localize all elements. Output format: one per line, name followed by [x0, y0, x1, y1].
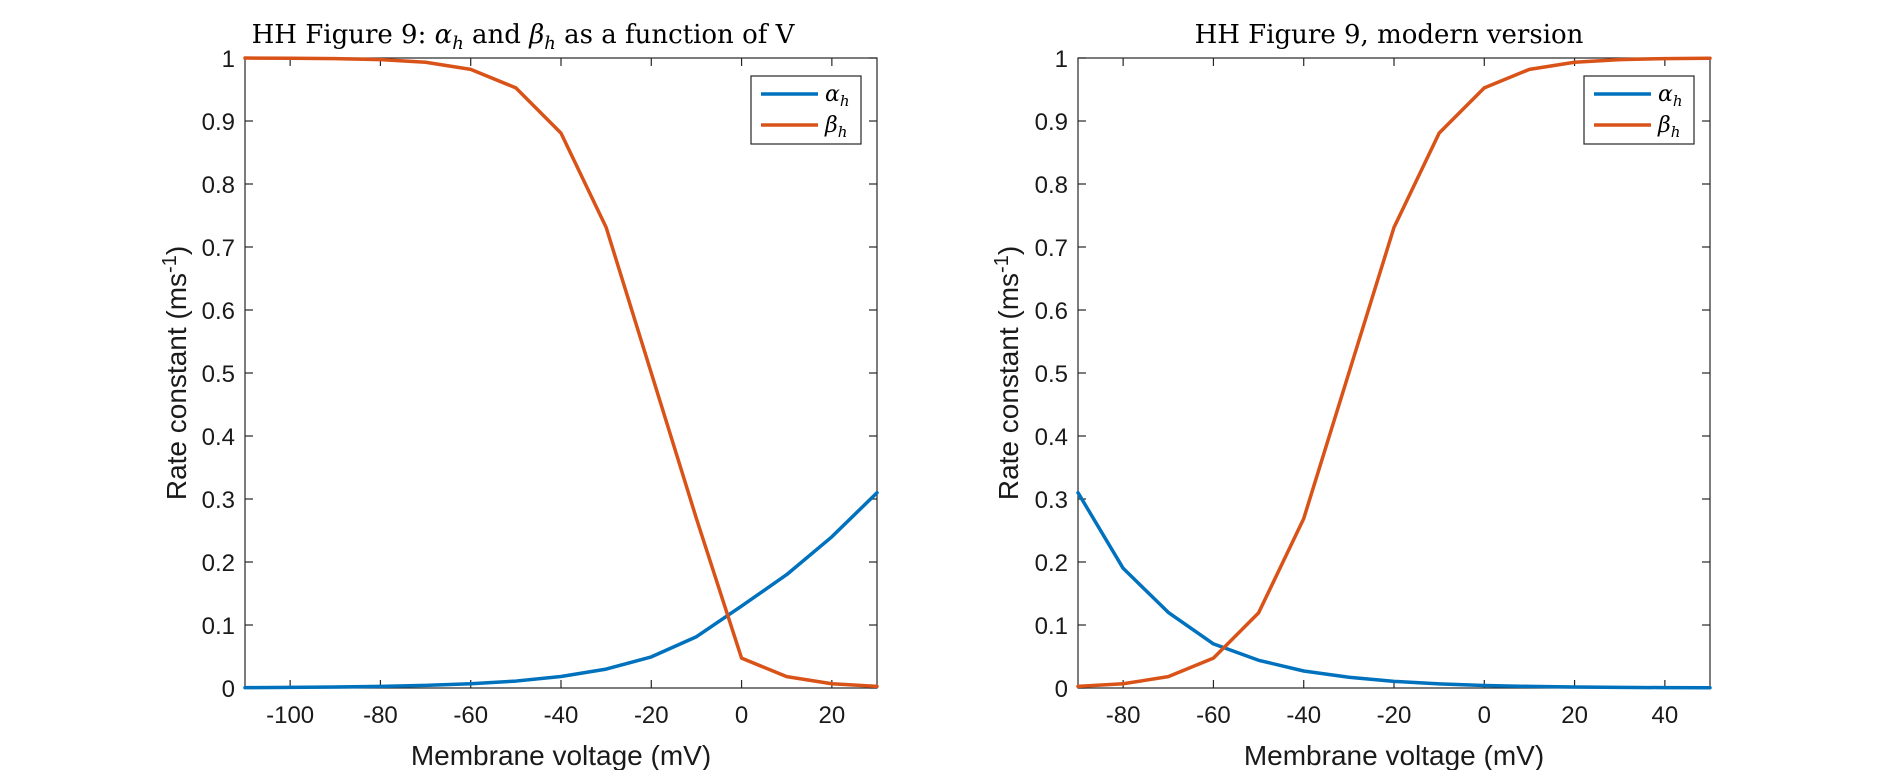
left-y-tick-label: 0.2 — [202, 550, 235, 577]
left-y-tick-label: 1 — [222, 46, 235, 73]
right-x-ticks: -80 -60 -40 -20 0 20 40 — [1106, 58, 1678, 729]
left-y-tick-label: 0.9 — [202, 109, 235, 136]
left-chart-title: HH Figure 9: αh and βh as a function of … — [252, 20, 796, 54]
right-y-tick-label: 0.9 — [1035, 109, 1068, 136]
left-x-tick-label: -40 — [544, 702, 579, 729]
right-series-line-alpha-h — [1076, 490, 1712, 690]
left-y-tick-label: 0.5 — [202, 361, 235, 388]
left-series-line-beta-h — [243, 56, 879, 689]
left-y-tick-label: 0.1 — [202, 613, 235, 640]
right-x-tick-label: 20 — [1561, 702, 1588, 729]
left-x-ticks: -100 -80 -60 -40 -20 0 20 — [266, 58, 845, 729]
left-series-line-alpha-h — [243, 490, 879, 690]
left-series-lines — [243, 56, 879, 690]
left-legend-box — [750, 75, 862, 145]
left-y-axis-label: Rate constant (ms-1) — [159, 246, 192, 500]
right-y-tick-label: 0 — [1055, 676, 1068, 703]
left-y-tick-label: 0.4 — [202, 424, 235, 451]
right-x-tick-label: -20 — [1377, 702, 1412, 729]
right-legend: αh βh — [1583, 75, 1695, 145]
right-y-tick-label: 0.5 — [1035, 361, 1068, 388]
right-legend-box — [1583, 75, 1695, 145]
right-y-tick-label: 0.7 — [1035, 235, 1068, 262]
left-x-tick-label: -60 — [453, 702, 488, 729]
left-y-tick-label: 0.7 — [202, 235, 235, 262]
left-y-tick-label: 0.8 — [202, 172, 235, 199]
right-y-tick-label: 0.3 — [1035, 487, 1068, 514]
left-y-tick-label: 0.6 — [202, 298, 235, 325]
right-x-tick-label: 0 — [1478, 702, 1491, 729]
left-y-ticks: 0 0.1 0.2 0.3 0.4 0.5 0.6 0.7 0.8 0.9 1 — [202, 46, 877, 703]
right-x-tick-label: -60 — [1196, 702, 1231, 729]
right-x-axis-label: Membrane voltage (mV) — [1244, 740, 1544, 770]
right-plot-area — [1077, 57, 1711, 689]
left-legend-label-beta: βh — [824, 113, 847, 141]
right-x-tick-label: 40 — [1652, 702, 1679, 729]
right-series-lines — [1076, 56, 1712, 690]
left-x-tick-label: -100 — [266, 702, 314, 729]
left-y-tick-label: 0 — [222, 676, 235, 703]
left-legend-label-alpha: αh — [825, 82, 850, 110]
right-x-tick-label: -40 — [1286, 702, 1321, 729]
right-y-tick-label: 0.8 — [1035, 172, 1068, 199]
left-plot-area — [244, 57, 878, 689]
left-y-tick-label: 0.3 — [202, 487, 235, 514]
right-y-tick-label: 0.6 — [1035, 298, 1068, 325]
left-x-axis-label: Membrane voltage (mV) — [411, 740, 711, 770]
right-x-tick-label: -80 — [1106, 702, 1141, 729]
right-series-line-beta-h — [1076, 56, 1712, 689]
left-x-tick-label: -20 — [634, 702, 669, 729]
right-y-tick-label: 0.4 — [1035, 424, 1068, 451]
right-legend-label-beta: βh — [1657, 113, 1680, 141]
left-x-tick-label: 0 — [735, 702, 748, 729]
right-y-axis-label: Rate constant (ms-1) — [991, 246, 1024, 500]
left-panel: HH Figure 9: αh and βh as a function of … — [159, 20, 879, 770]
right-y-tick-label: 0.1 — [1035, 613, 1068, 640]
left-x-tick-label: 20 — [819, 702, 846, 729]
left-legend: αh βh — [750, 75, 862, 145]
right-y-tick-label: 1 — [1055, 46, 1068, 73]
right-legend-label-alpha: αh — [1658, 82, 1683, 110]
right-y-tick-label: 0.2 — [1035, 550, 1068, 577]
right-panel: HH Figure 9, modern version 0 0.1 0.2 0.3 0.… — [991, 20, 1712, 770]
right-chart-title: HH Figure 9, modern version — [1195, 20, 1584, 50]
left-x-tick-label: -80 — [363, 702, 398, 729]
